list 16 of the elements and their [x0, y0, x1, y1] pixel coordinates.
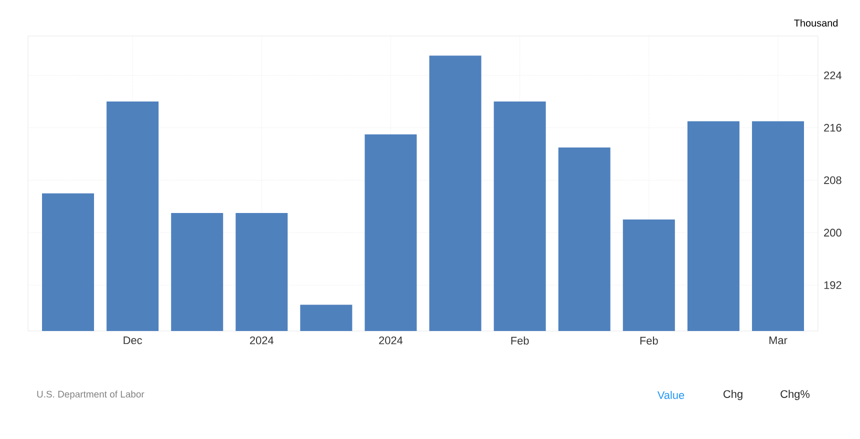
y-tick-label: 192	[824, 281, 842, 289]
text: Chg	[724, 390, 742, 400]
x-tick-label: Feb	[640, 336, 658, 345]
y-tick-label: 216	[824, 124, 842, 132]
y-axis-title: Thousand	[794, 19, 838, 27]
y-tick-label: 208	[824, 176, 842, 184]
text: Value	[657, 390, 684, 400]
x-tick-label: Dec	[124, 336, 142, 344]
x-tick-label: 2024	[250, 336, 274, 344]
x-tick-label: Mar	[769, 336, 788, 344]
x-tick-label: 2024	[379, 336, 403, 344]
text: Chg%	[780, 390, 810, 400]
y-tick-label: 200	[824, 228, 842, 237]
x-tick-label: Feb	[511, 336, 529, 345]
y-tick-label: 224	[824, 72, 842, 80]
text: U.S. Department of Labor	[37, 390, 144, 400]
